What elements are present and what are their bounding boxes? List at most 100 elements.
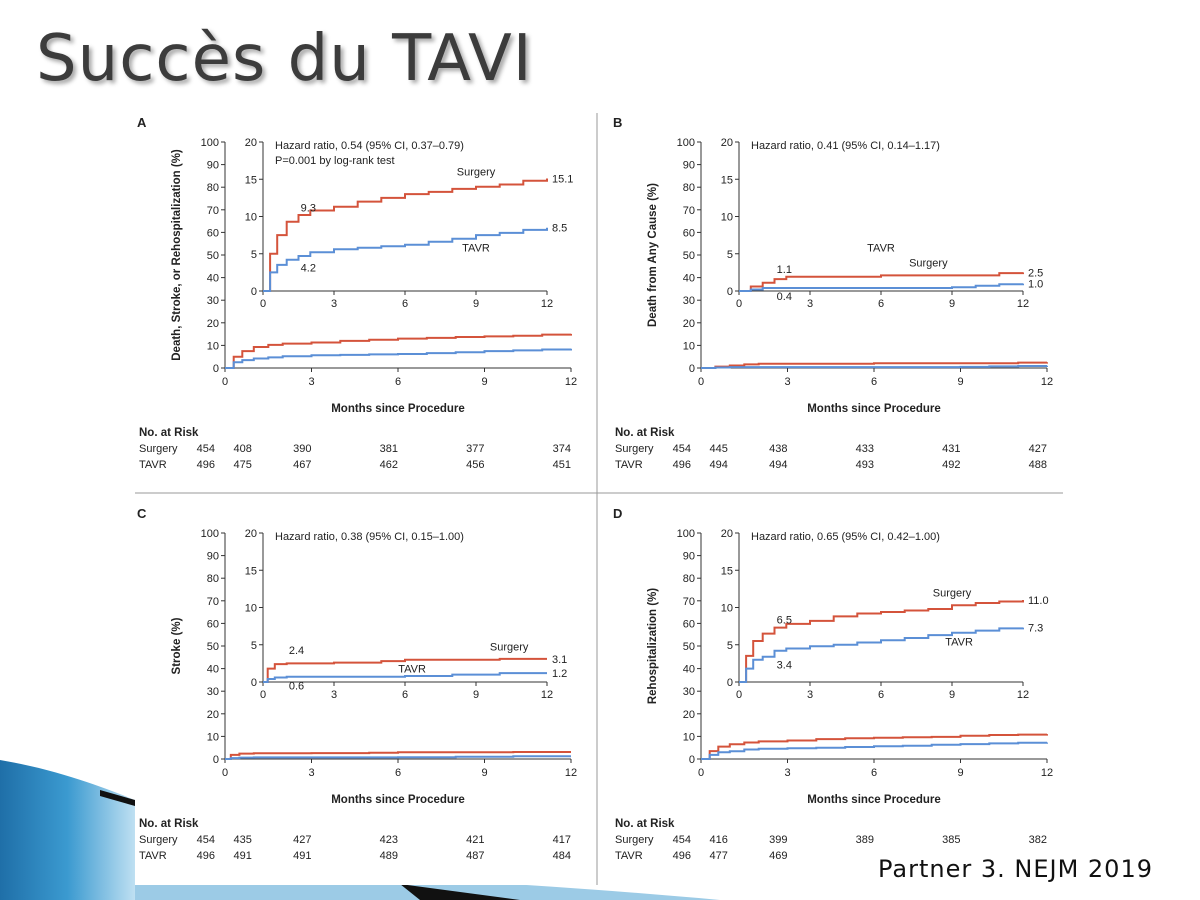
inset-y-tick-label: 20: [721, 528, 733, 540]
x-tick-label: 9: [481, 376, 487, 388]
y-tick-label: 20: [683, 709, 695, 721]
risk-row-label: TAVR: [615, 459, 643, 471]
km-figure: A 0 10 20 30 40 50 60 70 80 90 100 0 3 6 9 12 Months sinc…: [135, 113, 1063, 885]
inset-series-label-tavr: TAVR: [867, 243, 895, 255]
risk-cell: 374: [553, 443, 571, 455]
y-tick-label: 70: [207, 205, 219, 217]
inset-y-tick-label: 5: [251, 640, 257, 652]
y-tick-label: 0: [689, 754, 695, 766]
inset-chart: 0 5 10 15 20 0 3 6 9 12 Hazard ratio, 0.41 (95% CI…: [717, 136, 1063, 311]
y-tick-label: 10: [683, 731, 695, 743]
risk-cell: 438: [769, 443, 787, 455]
inset-x-tick-label: 6: [402, 298, 408, 310]
risk-cell: 445: [709, 443, 727, 455]
y-tick-label: 50: [683, 641, 695, 653]
citation: Partner 3. NEJM 2019: [878, 855, 1153, 883]
x-axis-label: Months since Procedure: [807, 403, 941, 415]
risk-cell: 484: [553, 850, 571, 862]
x-axis-label: Months since Procedure: [331, 403, 465, 415]
inset-series-label-surgery: Surgery: [490, 642, 529, 654]
y-tick-label: 10: [207, 731, 219, 743]
inset-y-tick-label: 15: [245, 565, 257, 577]
risk-cell: 421: [466, 834, 484, 846]
inset-y-tick-label: 15: [245, 174, 257, 186]
risk-cell: 491: [293, 850, 311, 862]
y-tick-label: 10: [683, 340, 695, 352]
y-tick-label: 30: [683, 295, 695, 307]
risk-cell: 381: [380, 443, 398, 455]
inset-point-label-surgery: 9.3: [301, 203, 316, 215]
y-tick-label: 0: [689, 363, 695, 375]
y-tick-label: 20: [207, 318, 219, 330]
risk-cell: 475: [233, 459, 251, 471]
y-tick-label: 30: [207, 686, 219, 698]
risk-row-label: Surgery: [139, 443, 178, 455]
main-line-surgery: [701, 733, 1048, 760]
inset-x-tick-label: 3: [807, 298, 813, 310]
inset-x-tick-label: 12: [1017, 689, 1029, 701]
y-axis-label: Rehospitalization (%): [647, 588, 659, 704]
inset-note: Hazard ratio, 0.54 (95% CI, 0.37–0.79): [275, 140, 464, 152]
inset-end-label-surgery: 2.5: [1028, 267, 1043, 279]
y-tick-label: 60: [207, 227, 219, 239]
inset-point-label-tavr: 0.6: [289, 681, 304, 693]
inset-series-label-surgery: Surgery: [457, 167, 496, 179]
inset-x-tick-label: 0: [260, 689, 266, 701]
risk-row-label: TAVR: [139, 850, 167, 862]
inset-line-tavr: [263, 227, 548, 292]
risk-row-label: Surgery: [615, 443, 654, 455]
inset-note: Hazard ratio, 0.41 (95% CI, 0.14–1.17): [751, 140, 940, 152]
inset-series-label-surgery: Surgery: [933, 587, 972, 599]
inset-series-label-surgery: Surgery: [909, 257, 948, 269]
inset-x-tick-label: 6: [402, 689, 408, 701]
inset-x-tick-label: 3: [807, 689, 813, 701]
inset-line-surgery: [739, 272, 1024, 292]
y-tick-label: 50: [207, 641, 219, 653]
inset-x-tick-label: 12: [541, 689, 553, 701]
inset-x-tick-label: 3: [331, 298, 337, 310]
y-tick-label: 30: [683, 686, 695, 698]
inset-y-tick-label: 5: [727, 249, 733, 261]
main-line-surgery: [225, 751, 571, 760]
risk-table-header: No. at Risk: [615, 818, 675, 830]
main-line-tavr: [225, 755, 571, 760]
inset-y-tick-label: 0: [251, 677, 257, 689]
inset-end-label-tavr: 1.2: [552, 668, 567, 680]
risk-cell: 427: [293, 834, 311, 846]
inset-series-label-tavr: TAVR: [462, 243, 490, 255]
inset-point-label-surgery: 1.1: [777, 264, 792, 276]
risk-row-label: Surgery: [139, 834, 178, 846]
inset-y-tick-label: 20: [245, 528, 257, 540]
risk-table: No. at Risk Surgery 454 416 399 389 385 382 TAVR…: [615, 818, 1047, 862]
risk-cell: 494: [709, 459, 727, 471]
risk-cell: 454: [197, 443, 215, 455]
corner-wave-black-bottom: [400, 884, 520, 900]
panel-letter: A: [137, 115, 147, 130]
risk-table: No. at Risk Surgery 454 408 390 381 377 374 TAVR…: [139, 427, 571, 471]
y-tick-label: 50: [207, 250, 219, 262]
main-line-tavr: [225, 348, 572, 369]
inset-note: Hazard ratio, 0.38 (95% CI, 0.15–1.00): [275, 531, 464, 543]
corner-wave-blue: [0, 760, 135, 900]
x-tick-label: 3: [784, 767, 790, 779]
inset-note: Hazard ratio, 0.65 (95% CI, 0.42–1.00): [751, 531, 940, 543]
risk-cell: 382: [1029, 834, 1047, 846]
risk-cell: 496: [197, 850, 215, 862]
inset-end-label-tavr: 7.3: [1028, 623, 1043, 635]
main-line-surgery: [225, 333, 572, 369]
y-tick-label: 60: [683, 227, 695, 239]
inset-y-tick-label: 20: [245, 137, 257, 149]
y-tick-label: 100: [677, 137, 695, 149]
inset-x-tick-label: 9: [949, 298, 955, 310]
y-tick-label: 70: [683, 596, 695, 608]
inset-x-tick-label: 9: [949, 689, 955, 701]
y-axis-label: Death, Stroke, or Rehospitalization (%): [171, 149, 183, 361]
y-tick-label: 60: [683, 618, 695, 630]
y-tick-label: 80: [207, 573, 219, 585]
x-tick-label: 6: [395, 767, 401, 779]
inset-y-tick-label: 20: [721, 137, 733, 149]
inset-y-tick-label: 10: [721, 212, 733, 224]
risk-cell: 408: [233, 443, 251, 455]
inset-x-tick-label: 0: [736, 689, 742, 701]
risk-table: No. at Risk Surgery 454 445 438 433 431 427 TAVR…: [615, 427, 1047, 471]
